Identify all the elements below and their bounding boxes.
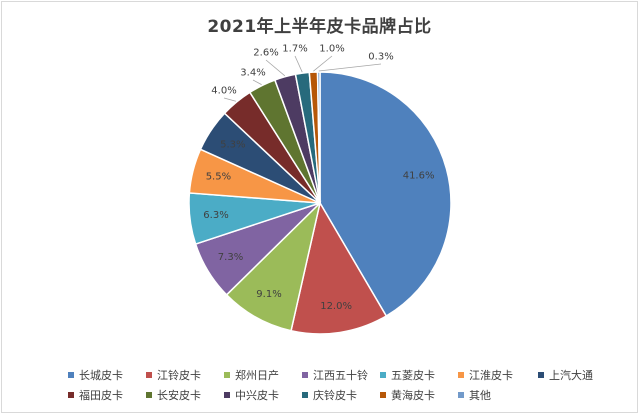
legend-label: 庆铃皮卡 — [313, 389, 357, 402]
legend-swatch — [68, 372, 74, 378]
pie-slice — [319, 71, 452, 318]
legend-row: 长城皮卡 江铃皮卡 郑州日产 江西五十铃 五菱皮卡 江淮皮卡 上汽大通 — [68, 365, 628, 385]
legend-entry: 其他 — [458, 387, 518, 403]
legend-swatch — [538, 372, 544, 378]
legend-entry: 长安皮卡 — [146, 387, 224, 403]
data-labels: 41.6% 12.0% 9.1% 7.3% 6.3% 5.5% 5.3% 4.0% 3.4% 2.… — [203, 44, 434, 313]
legend-swatch — [380, 372, 386, 378]
legend-swatch — [302, 392, 308, 398]
legend-swatch — [146, 372, 152, 378]
legend-entry: 长城皮卡 — [68, 367, 146, 383]
legend-swatch — [458, 372, 464, 378]
legend-swatch — [146, 392, 152, 398]
data-label: 5.3% — [220, 139, 245, 150]
legend-label: 黄海皮卡 — [391, 389, 435, 402]
data-label: 7.3% — [218, 252, 243, 263]
legend-entry: 江淮皮卡 — [458, 367, 538, 383]
leader-line — [252, 79, 262, 85]
leader-line — [313, 55, 333, 72]
legend-label: 江西五十铃 — [313, 369, 368, 382]
legend-swatch — [224, 372, 230, 378]
legend-label: 五菱皮卡 — [391, 369, 435, 382]
legend-label: 福田皮卡 — [79, 389, 123, 402]
legend-label: 其他 — [469, 389, 491, 402]
legend-label: 中兴皮卡 — [235, 389, 279, 402]
legend-label: 长城皮卡 — [79, 369, 123, 382]
legend-entry: 庆铃皮卡 — [302, 387, 380, 403]
legend-label: 江淮皮卡 — [469, 369, 513, 382]
data-label: 2.6% — [253, 48, 278, 59]
legend-entry: 五菱皮卡 — [380, 367, 458, 383]
leader-line — [318, 63, 382, 72]
data-label: 5.5% — [206, 172, 231, 183]
legend-entry: 郑州日产 — [224, 367, 302, 383]
legend-label: 长安皮卡 — [157, 389, 201, 402]
data-label: 41.6% — [403, 171, 435, 182]
legend-entry: 江西五十铃 — [302, 367, 380, 383]
data-label: 4.0% — [211, 86, 236, 97]
legend-label: 郑州日产 — [235, 369, 279, 382]
leader-line — [223, 97, 237, 102]
legend-entry: 上汽大通 — [538, 367, 618, 383]
data-label: 1.0% — [319, 44, 344, 55]
legend-swatch — [302, 372, 308, 378]
legend-entry: 福田皮卡 — [68, 387, 146, 403]
legend-entry: 江铃皮卡 — [146, 367, 224, 383]
pie-slices — [188, 71, 452, 335]
legend-swatch — [458, 392, 464, 398]
legend-swatch — [68, 392, 74, 398]
legend-entry: 中兴皮卡 — [224, 387, 302, 403]
legend-row: 福田皮卡 长安皮卡 中兴皮卡 庆铃皮卡 黄海皮卡 其他 — [68, 385, 628, 405]
pie-slice — [290, 200, 388, 335]
data-label: 1.7% — [282, 44, 307, 55]
legend-swatch — [380, 392, 386, 398]
legend-entry: 黄海皮卡 — [380, 387, 458, 403]
data-label: 6.3% — [203, 210, 228, 221]
leader-lines — [223, 55, 382, 102]
data-label: 12.0% — [320, 301, 352, 312]
leader-line — [265, 59, 286, 77]
chart-title: 2021年上半年皮卡品牌占比 — [207, 17, 432, 37]
legend-swatch — [224, 392, 230, 398]
data-label: 0.3% — [368, 52, 393, 63]
legend-label: 江铃皮卡 — [157, 369, 201, 382]
data-label: 3.4% — [240, 68, 265, 79]
chart-legend: 长城皮卡 江铃皮卡 郑州日产 江西五十铃 五菱皮卡 江淮皮卡 上汽大通 福田皮卡 长安皮卡 中兴… — [68, 365, 628, 405]
leader-line — [294, 55, 303, 73]
legend-label: 上汽大通 — [549, 369, 593, 382]
pie-slice — [316, 71, 321, 204]
data-label: 9.1% — [256, 289, 281, 300]
